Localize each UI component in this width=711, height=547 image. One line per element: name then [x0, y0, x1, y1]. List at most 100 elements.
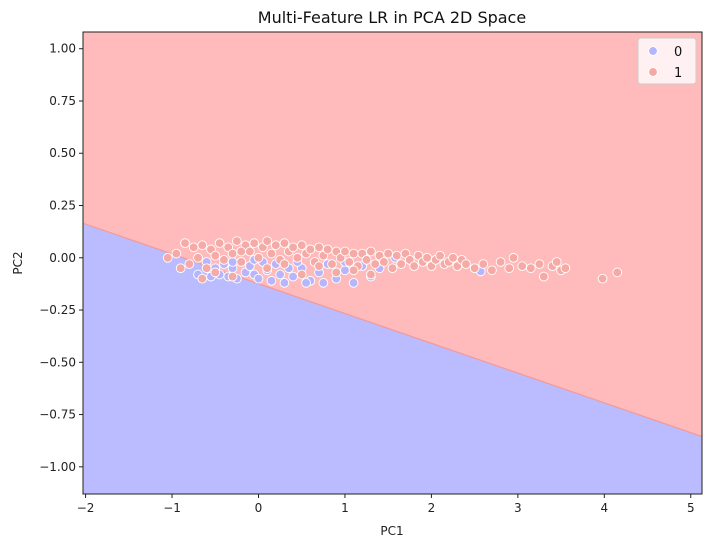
- data-point-class-1: [262, 263, 272, 274]
- x-tick-label: 3: [514, 501, 522, 515]
- data-point-class-1: [448, 252, 458, 263]
- data-point-class-1: [270, 240, 281, 251]
- data-point-class-0: [266, 275, 277, 286]
- data-point-class-1: [162, 252, 173, 263]
- data-point-class-1: [253, 252, 264, 263]
- x-tick-label: −2: [77, 501, 95, 515]
- data-point-class-1: [305, 244, 316, 255]
- data-point-class-1: [219, 255, 229, 265]
- data-point-class-1: [193, 252, 203, 263]
- x-tick-label: −1: [163, 501, 181, 515]
- region-class-0: [83, 223, 702, 494]
- data-point-class-1: [236, 257, 247, 267]
- x-tick-label: 4: [600, 501, 608, 515]
- legend-marker-0: [648, 46, 658, 56]
- data-point-class-1: [379, 257, 389, 267]
- data-point-class-1: [201, 263, 212, 274]
- data-point-class-1: [180, 238, 190, 248]
- data-point-class-0: [288, 271, 298, 282]
- x-tick-label: 0: [255, 501, 263, 515]
- chart-title: Multi-Feature LR in PCA 2D Space: [258, 8, 526, 27]
- data-point-class-1: [296, 269, 307, 280]
- data-point-class-1: [560, 263, 571, 274]
- data-point-class-1: [534, 259, 545, 269]
- data-point-class-1: [279, 259, 290, 269]
- data-point-class-1: [478, 259, 489, 269]
- data-point-class-1: [175, 263, 186, 274]
- data-point-class-1: [422, 252, 432, 263]
- data-point-class-0: [275, 269, 285, 280]
- data-point-class-1: [214, 238, 225, 248]
- x-axis-label: PC1: [380, 524, 403, 538]
- data-point-class-1: [288, 242, 298, 253]
- data-point-class-1: [188, 242, 199, 253]
- data-point-class-1: [366, 246, 376, 257]
- data-point-class-1: [292, 252, 303, 263]
- scatter-points: [162, 236, 623, 288]
- data-point-class-0: [227, 257, 238, 267]
- y-axis-ticks: −1.00 −0.75 −0.50 −0.25 0.00 0.25 0.50 0.75 1.00: [39, 42, 83, 474]
- data-point-class-1: [597, 273, 608, 284]
- data-point-class-1: [409, 261, 419, 271]
- data-point-class-1: [344, 257, 355, 267]
- data-point-class-1: [236, 246, 247, 257]
- data-point-class-1: [184, 259, 195, 269]
- data-point-class-1: [249, 238, 260, 248]
- data-point-class-1: [327, 259, 337, 269]
- data-point-class-1: [331, 267, 342, 278]
- legend-box: [637, 37, 697, 85]
- data-point-class-1: [461, 259, 471, 269]
- data-point-class-1: [348, 248, 359, 259]
- data-point-class-1: [495, 257, 506, 267]
- y-tick-label: 0.75: [49, 94, 76, 108]
- data-point-class-1: [314, 261, 324, 271]
- data-point-class-1: [245, 246, 255, 257]
- y-axis-label: PC2: [11, 251, 25, 274]
- data-point-class-1: [383, 248, 394, 259]
- data-point-class-1: [197, 273, 208, 284]
- data-point-class-1: [387, 263, 398, 274]
- data-point-class-1: [517, 261, 528, 271]
- data-point-class-1: [314, 242, 324, 253]
- data-point-class-1: [435, 250, 445, 261]
- data-point-class-1: [197, 240, 208, 251]
- data-point-class-1: [612, 267, 623, 278]
- y-tick-label: 0.50: [49, 146, 76, 160]
- data-point-class-1: [366, 269, 376, 280]
- y-tick-label: 0.25: [49, 199, 76, 213]
- data-point-class-1: [210, 250, 221, 261]
- data-point-class-1: [361, 255, 372, 265]
- y-tick-label: 0.00: [49, 251, 76, 265]
- legend-label-1: 1: [674, 66, 682, 81]
- x-tick-label: 2: [428, 501, 436, 515]
- region-class-1: [83, 32, 702, 437]
- decision-regions: [83, 32, 702, 494]
- data-point-class-1: [391, 250, 402, 261]
- data-point-class-1: [340, 246, 350, 257]
- data-point-class-1: [279, 238, 290, 248]
- data-point-class-0: [301, 278, 311, 288]
- data-point-class-1: [227, 271, 238, 282]
- data-point-class-1: [227, 248, 238, 259]
- data-point-class-0: [340, 265, 350, 276]
- x-axis-ticks: −2 −1 0 1 2 3 4 5: [77, 494, 695, 515]
- data-point-class-1: [348, 265, 359, 276]
- data-point-class-0: [279, 278, 290, 288]
- data-point-class-0: [318, 278, 329, 288]
- data-point-class-1: [370, 259, 381, 269]
- y-tick-label: −0.25: [39, 303, 76, 317]
- data-point-class-1: [322, 244, 333, 255]
- decision-boundary: [83, 222, 702, 438]
- data-point-class-1: [504, 263, 515, 274]
- y-tick-label: −1.00: [39, 460, 76, 474]
- data-point-class-1: [525, 263, 536, 274]
- data-point-class-1: [396, 259, 406, 269]
- data-point-class-1: [538, 271, 549, 282]
- data-point-class-1: [551, 257, 562, 267]
- legend: 01: [637, 37, 697, 85]
- y-tick-label: 1.00: [49, 42, 76, 56]
- data-point-class-0: [253, 273, 264, 284]
- plot-frame: [82, 31, 703, 495]
- x-tick-label: 5: [687, 501, 695, 515]
